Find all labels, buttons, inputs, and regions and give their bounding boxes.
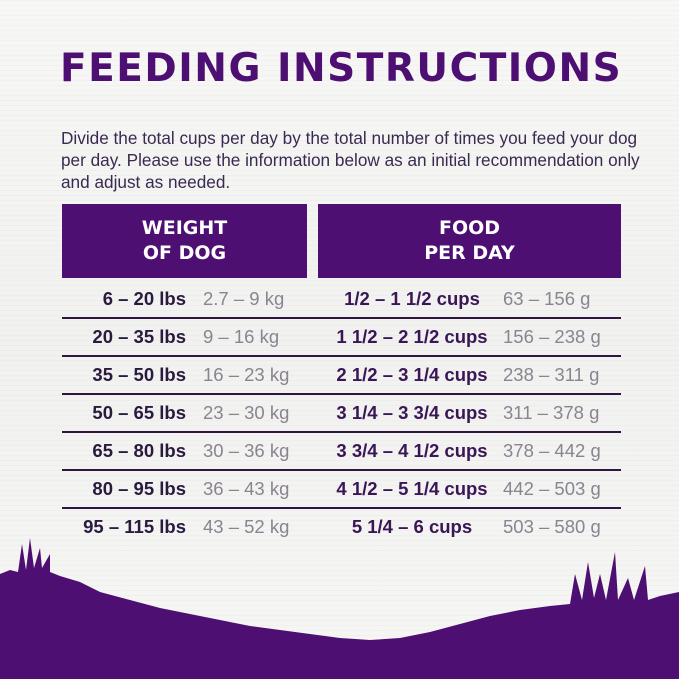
food-cups: 2 1/2 – 3 1/4 cups	[336, 364, 488, 385]
header-line: WEIGHT	[141, 217, 228, 239]
food-grams: 503 – 580 g	[503, 516, 601, 537]
table-row: 20 – 35 lbs 9 – 16 kg 1 1/2 – 2 1/2 cups 15…	[62, 319, 621, 357]
weight-lbs: 35 – 50 lbs	[92, 364, 186, 385]
food-cups: 3 3/4 – 4 1/2 cups	[336, 440, 488, 461]
intro-text: Divide the total cups per day by the tot…	[61, 128, 640, 192]
food-grams: 378 – 442 g	[503, 440, 601, 461]
weight-kg: 9 – 16 kg	[203, 326, 280, 347]
food-grams: 442 – 503 g	[503, 478, 601, 499]
weight-kg: 30 – 36 kg	[203, 440, 290, 461]
table-row: 65 – 80 lbs 30 – 36 kg 3 3/4 – 4 1/2 cups 3…	[62, 433, 621, 471]
weight-kg: 36 – 43 kg	[203, 478, 290, 499]
weight-kg: 16 – 23 kg	[203, 364, 290, 385]
page-title: FEEDING INSTRUCTIONS	[60, 46, 623, 91]
weight-kg: 23 – 30 kg	[203, 402, 290, 423]
food-grams: 238 – 311 g	[503, 364, 600, 385]
food-cups: 4 1/2 – 5 1/4 cups	[336, 478, 488, 499]
header-line: PER DAY	[424, 242, 515, 264]
table-row: 80 – 95 lbs 36 – 43 kg 4 1/2 – 5 1/4 cups 4…	[62, 471, 621, 509]
weight-lbs: 6 – 20 lbs	[102, 288, 186, 309]
weight-kg: 2.7 – 9 kg	[203, 288, 285, 309]
weight-lbs: 50 – 65 lbs	[92, 402, 186, 423]
weight-lbs: 80 – 95 lbs	[92, 478, 186, 499]
food-grams: 311 – 378 g	[503, 402, 600, 423]
weight-lbs: 20 – 35 lbs	[92, 326, 186, 347]
weight-kg: 43 – 52 kg	[203, 516, 290, 537]
grass-silhouette-icon	[0, 538, 679, 679]
header-food-per-day: FOOD PER DAY	[318, 204, 621, 278]
header-line: FOOD	[438, 217, 501, 239]
food-cups: 1 1/2 – 2 1/2 cups	[336, 326, 488, 347]
table-row: 35 – 50 lbs 16 – 23 kg 2 1/2 – 3 1/4 cups 2…	[62, 357, 621, 395]
food-grams: 63 – 156 g	[503, 288, 591, 309]
header-line: OF DOG	[142, 242, 227, 264]
feeding-table: 6 – 20 lbs 2.7 – 9 kg 1/2 – 1 1/2 cups 63 –…	[62, 281, 621, 545]
food-grams: 156 – 238 g	[503, 326, 601, 347]
header-weight-of-dog: WEIGHT OF DOG	[62, 204, 307, 278]
food-cups: 3 1/4 – 3 3/4 cups	[336, 402, 488, 423]
table-row: 6 – 20 lbs 2.7 – 9 kg 1/2 – 1 1/2 cups 63 –…	[62, 281, 621, 319]
table-row: 95 – 115 lbs 43 – 52 kg 5 1/4 – 6 cups 503 …	[62, 509, 621, 545]
table-row: 50 – 65 lbs 23 – 30 kg 3 1/4 – 3 3/4 cups 3…	[62, 395, 621, 433]
weight-lbs: 95 – 115 lbs	[83, 516, 186, 537]
weight-lbs: 65 – 80 lbs	[92, 440, 186, 461]
food-cups: 1/2 – 1 1/2 cups	[344, 288, 480, 309]
food-cups: 5 1/4 – 6 cups	[351, 516, 473, 537]
